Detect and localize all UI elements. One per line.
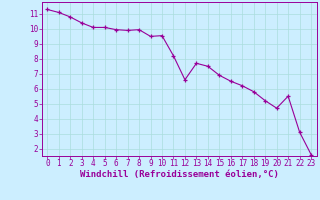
X-axis label: Windchill (Refroidissement éolien,°C): Windchill (Refroidissement éolien,°C): [80, 170, 279, 179]
